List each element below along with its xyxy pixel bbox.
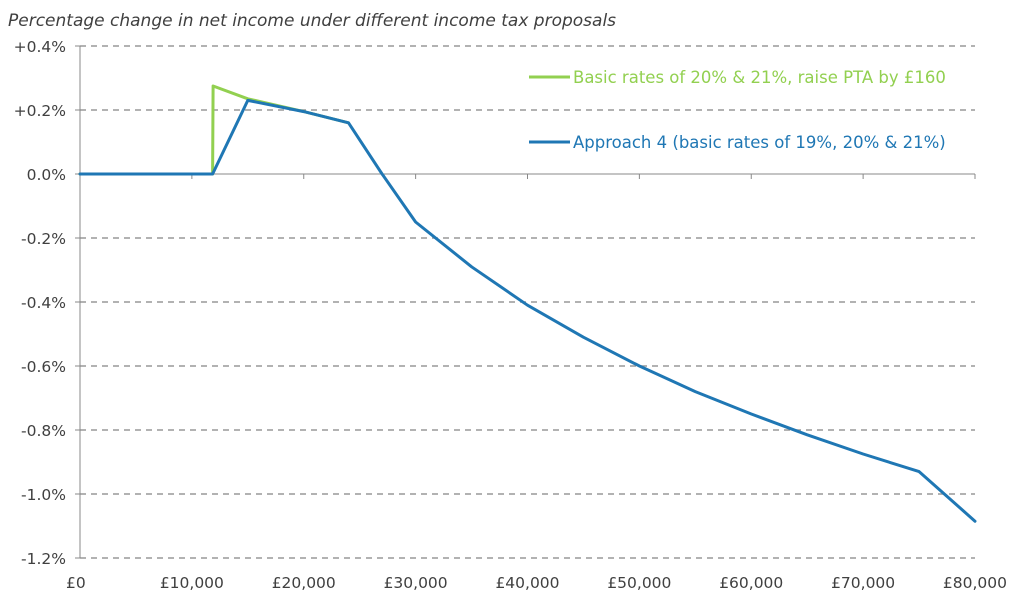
y-tick-label: -1.0% <box>21 486 66 504</box>
y-tick-label: -0.2% <box>21 230 66 248</box>
y-axis-ticks: +0.4% +0.2% 0.0% -0.2% -0.4% -0.6% -0.8% -1.0% -… <box>14 38 80 568</box>
legend-label-1: Approach 4 (basic rates of 19%, 20% & 21… <box>573 133 946 152</box>
y-tick-label: -1.2% <box>21 550 66 568</box>
y-tick-label: -0.8% <box>21 422 66 440</box>
series-lines <box>78 84 977 523</box>
x-axis-ticks: £0 £10,000 £20,000 £30,000 £40,000 £50,000 £60… <box>66 174 1007 592</box>
y-tick-label: +0.4% <box>14 38 66 56</box>
legend-label-0: Basic rates of 20% & 21%, raise PTA by £… <box>573 68 946 87</box>
chart-title: Percentage change in net income under di… <box>8 11 616 31</box>
legend: Basic rates of 20% & 21%, raise PTA by £… <box>529 68 946 152</box>
x-tick-label: £80,000 <box>943 574 1007 592</box>
y-tick-label: 0.0% <box>27 166 66 184</box>
x-tick-label: £0 <box>66 574 86 592</box>
x-tick-label: £60,000 <box>719 574 783 592</box>
x-tick-label: £20,000 <box>272 574 336 592</box>
series-line-1 <box>78 98 977 523</box>
x-tick-label: £50,000 <box>607 574 671 592</box>
y-tick-label: +0.2% <box>14 102 66 120</box>
series-line-0 <box>78 84 350 176</box>
x-tick-label: £10,000 <box>160 574 224 592</box>
x-tick-label: £40,000 <box>495 574 559 592</box>
x-tick-label: £30,000 <box>384 574 448 592</box>
x-tick-label: £70,000 <box>831 574 895 592</box>
y-tick-label: -0.6% <box>21 358 66 376</box>
y-tick-label: -0.4% <box>21 294 66 312</box>
